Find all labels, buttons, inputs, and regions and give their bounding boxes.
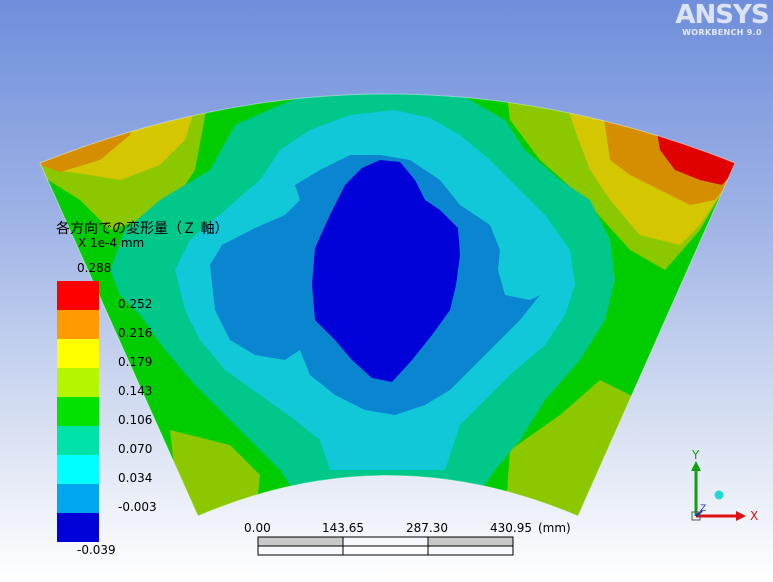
legend-value-label: -0.003 [118,500,157,514]
legend-title: 各方向での変形量（Ｚ 軸） [56,221,229,237]
iso-view-ball-icon[interactable] [714,490,724,500]
scale-tick-label: 287.30 [406,521,448,535]
scale-tick-label: 143.65 [322,521,364,535]
z-axis-label: Z [700,504,706,514]
legend-value-label: 0.216 [118,326,153,340]
triad-origin [691,511,701,521]
scale-tick-label: 430.95 [490,521,532,535]
legend-swatch [57,513,99,542]
legend-value-label: 0.179 [118,355,153,369]
workbench-version-text: WORKBENCH 9.0 [682,28,762,37]
x-axis-arrow-icon [736,511,746,521]
legend-swatch [57,455,99,484]
legend-swatch [57,484,99,513]
z-axis-line [695,510,703,517]
ansys-logo: ANSYS WORKBENCH 9.0 [672,2,772,37]
legend-swatch [57,310,99,339]
legend-units: X 1e-4 mm [78,236,145,250]
contour-band-level-6 [170,430,260,516]
legend-value-label: 0.106 [118,413,153,427]
y-axis-arrow-icon [691,461,701,471]
scale-tick-label: 0.00 [244,521,271,535]
legend-value-label: 0.288 [77,261,112,275]
legend-swatch [57,281,99,310]
contour-band-level-1 [312,160,460,382]
legend-swatch [57,426,99,455]
legend-value-label: 0.034 [118,471,153,485]
legend-swatch [57,368,99,397]
legend-swatch [57,339,99,368]
legend-value-label: -0.039 [77,543,116,557]
legend-value-label: 0.252 [118,297,153,311]
ansys-brand-text: ANSYS [675,0,769,30]
legend-value-label: 0.070 [118,442,153,456]
x-axis-label: X [750,509,758,523]
model-outline [39,93,736,517]
legend-swatch [57,397,99,426]
y-axis-label: Y [691,448,700,462]
legend-value-label: 0.143 [118,384,153,398]
axis-triad[interactable]: Y X Z [680,445,770,535]
scale-unit-label: (mm) [538,521,571,535]
